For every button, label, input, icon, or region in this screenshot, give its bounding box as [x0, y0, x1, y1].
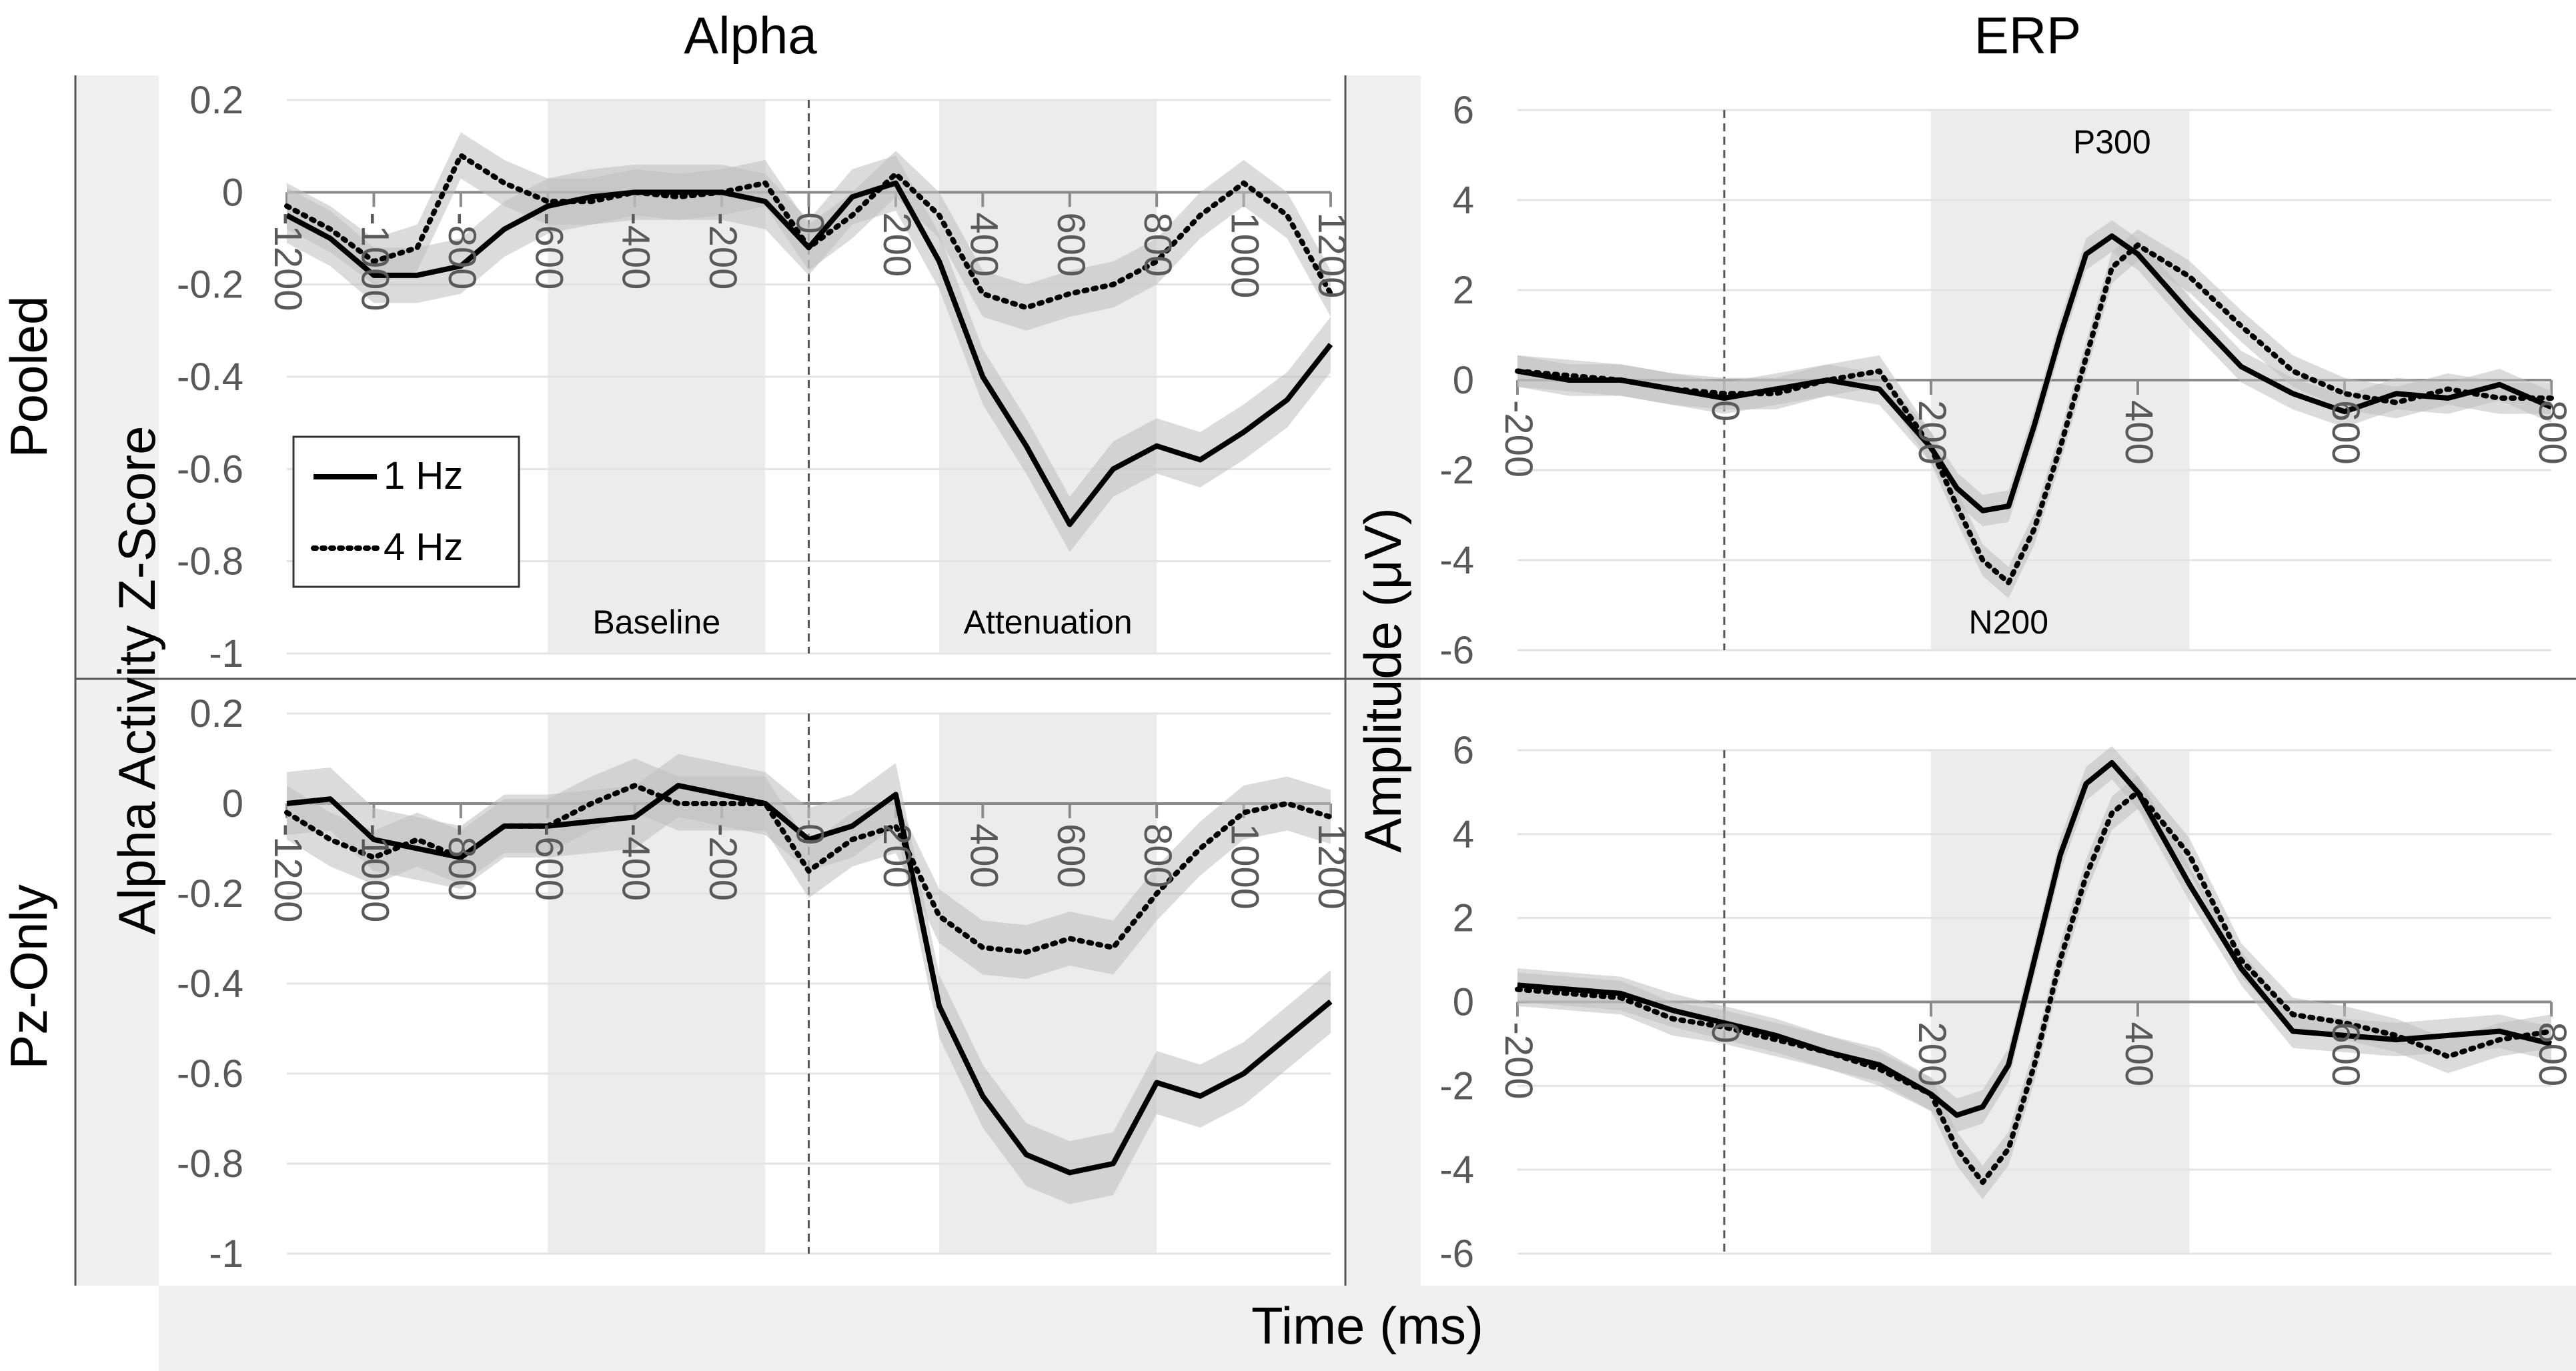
y-tick-label-2: -0.2 — [177, 872, 243, 916]
x-tick-label-0: -1200 — [266, 824, 309, 922]
y-tick-label-6: -6 — [1439, 629, 1474, 672]
x-tick-label-3: -600 — [527, 212, 570, 289]
y-tick-label-3: 0 — [1453, 981, 1474, 1024]
y-tick-label-0: 0.2 — [189, 79, 243, 122]
x-tick-label-8: 400 — [962, 212, 1005, 277]
x-tick-label-8: 400 — [962, 824, 1005, 888]
x-tick-label-2: -800 — [440, 824, 484, 901]
panel-alpha-pooled: 0.2 0 -0.2 -0.4 -0.6 -0.8 -1 -1200 -1000 -800 -600… — [177, 79, 1353, 675]
y-tick-label-2: 2 — [1453, 897, 1474, 940]
region-label-p300: P300 — [2073, 123, 2151, 161]
x-tick-label-1: 0 — [1704, 1022, 1747, 1044]
legend-box — [292, 435, 520, 588]
x-tick-label-1: -1000 — [353, 824, 396, 922]
x-tick-label-12: 1200 — [1310, 824, 1353, 910]
x-tick-label-3: 400 — [2117, 1022, 2160, 1087]
y-tick-label-0: 6 — [1453, 89, 1474, 132]
x-tick-label-2: -800 — [440, 212, 484, 289]
y-tick-label-1: 0 — [222, 171, 243, 214]
row-label-pooled: Pooled — [0, 296, 58, 458]
y-tick-label-0: 0.2 — [189, 692, 243, 736]
y-tick-label-1: 4 — [1453, 813, 1474, 856]
y-tick-label-4: -0.6 — [177, 1052, 243, 1096]
x-tick-label-0: -200 — [1497, 1022, 1540, 1100]
x-tick-label-5: -200 — [701, 824, 744, 901]
y-tick-label-4: -0.6 — [177, 447, 243, 491]
x-tick-label-2: 200 — [1910, 400, 1954, 465]
region-label-baseline: Baseline — [592, 603, 720, 641]
series-line-4hz — [284, 153, 1333, 311]
y-tick-label-3: -0.4 — [177, 962, 243, 1006]
x-tick-label-0: -200 — [1497, 400, 1540, 477]
x-tick-label-10: 800 — [1136, 824, 1179, 888]
x-tick-label-7: 200 — [875, 824, 918, 888]
y-tick-label-5: -4 — [1439, 1148, 1474, 1192]
error-band-1 — [287, 132, 1331, 331]
y-tick-label-4: -2 — [1439, 1064, 1474, 1108]
x-tick-label-4: 600 — [2324, 400, 2367, 465]
legend-label-1hz: 1 Hz — [384, 454, 463, 497]
alpha-y-axis-label: Alpha Activity Z-Score — [107, 426, 166, 935]
series-line-1hz — [1517, 760, 2552, 1118]
left-label-bar — [75, 75, 159, 1286]
x-tick-label-10: 800 — [1136, 212, 1179, 277]
y-tick-label-6: -6 — [1439, 1232, 1474, 1276]
bottom-label-bar — [159, 1286, 2576, 1371]
series-line-4hz — [1515, 789, 2554, 1186]
y-tick-label-2: 2 — [1453, 269, 1474, 312]
y-tick-label-6: -1 — [209, 1232, 243, 1276]
x-tick-label-6: 0 — [788, 212, 832, 233]
y-tick-label-5: -0.8 — [177, 540, 243, 583]
x-tick-label-6: 0 — [788, 824, 832, 845]
x-tick-label-5: -200 — [701, 212, 744, 289]
y-tick-label-3: -0.4 — [177, 355, 243, 399]
region-label-attenuation: Attenuation — [964, 603, 1133, 641]
series-line-4hz — [1515, 242, 2554, 585]
row-label-pz: Pz-Only — [0, 884, 58, 1069]
error-band-0 — [287, 754, 1331, 1204]
x-tick-label-11: 1000 — [1223, 824, 1267, 910]
x-tick-label-1: 0 — [1704, 400, 1747, 421]
x-tick-label-7: 200 — [875, 212, 918, 277]
erp-label-bar — [1345, 75, 1421, 1286]
panel-alpha-pz: 0.2 0 -0.2 -0.4 -0.6 -0.8 -1 -1200 -1000 -800 -600… — [177, 692, 1353, 1276]
y-tick-label-2: -0.2 — [177, 263, 243, 307]
series-line-4hz — [284, 783, 1333, 955]
region-label-n200: N200 — [1968, 603, 2048, 641]
y-tick-label-0: 6 — [1453, 729, 1474, 772]
x-tick-label-11: 1000 — [1223, 212, 1267, 298]
legend-label-4hz: 4 Hz — [384, 525, 463, 569]
panel-erp-pz: 6 4 2 0 -2 -4 -6 -200 0 200 400 600 800 — [1439, 729, 2574, 1276]
x-tick-label-9: 600 — [1049, 824, 1093, 888]
erp-y-axis-label: Amplitude (μV) — [1353, 507, 1412, 852]
series-line-1hz — [286, 783, 1333, 1176]
x-tick-label-3: -600 — [527, 824, 570, 901]
x-tick-label-4: -400 — [614, 212, 658, 289]
x-axis-label: Time (ms) — [1251, 1296, 1483, 1355]
y-tick-label-1: 0 — [222, 782, 243, 826]
x-tick-label-1: -1000 — [353, 212, 396, 311]
y-tick-label-6: -1 — [209, 632, 243, 675]
y-tick-label-4: -2 — [1439, 449, 1474, 492]
x-tick-label-5: 800 — [2531, 400, 2574, 465]
alpha-column-title: Alpha — [684, 6, 817, 65]
y-tick-label-5: -4 — [1439, 539, 1474, 582]
x-tick-label-2: 200 — [1910, 1022, 1954, 1087]
erp-column-title: ERP — [1974, 6, 2081, 65]
x-tick-label-4: 600 — [2324, 1022, 2367, 1087]
y-tick-label-5: -0.8 — [177, 1142, 243, 1186]
x-tick-label-12: 1200 — [1310, 212, 1353, 298]
x-tick-label-0: -1200 — [266, 212, 309, 311]
y-tick-label-3: 0 — [1453, 359, 1474, 402]
legend: 1 Hz 4 Hz — [292, 435, 520, 588]
y-tick-label-1: 4 — [1453, 179, 1474, 222]
series-line-1hz — [1517, 233, 2553, 513]
x-tick-label-5: 800 — [2531, 1022, 2574, 1087]
panel-erp-pooled: 6 4 2 0 -2 -4 -6 -200 0 200 400 600 800 N200 P300 — [1439, 89, 2574, 672]
x-tick-label-9: 600 — [1049, 212, 1093, 277]
x-tick-label-4: -400 — [614, 824, 658, 901]
x-tick-label-3: 400 — [2117, 400, 2160, 465]
